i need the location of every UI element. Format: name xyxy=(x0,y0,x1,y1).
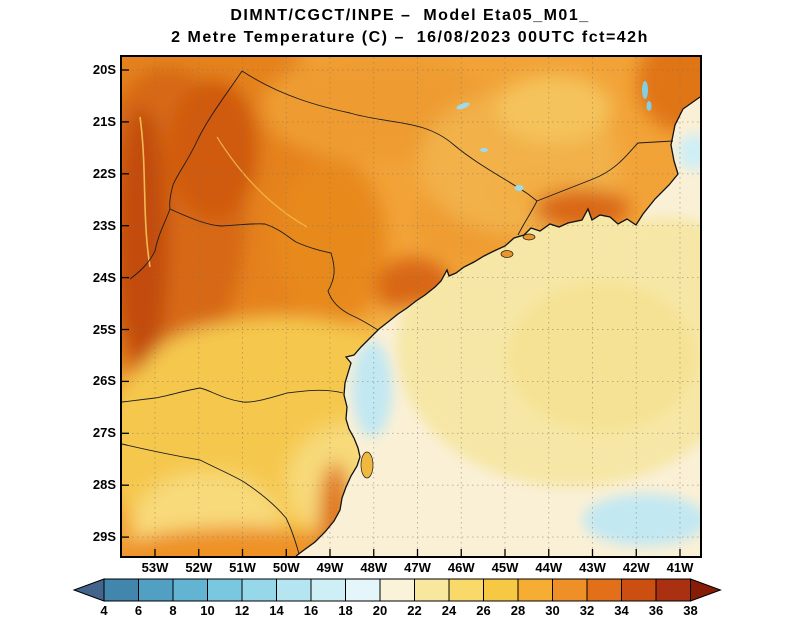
lat-label-26S: 26S xyxy=(92,373,116,389)
map-frame xyxy=(120,55,702,558)
lon-label-42W: 42W xyxy=(622,560,650,575)
colorbar-segment xyxy=(138,578,174,602)
map-title-line1: DIMNT/CGCT/INPE – Model Eta05_M01_ xyxy=(230,7,590,24)
lon-label-47W: 47W xyxy=(404,560,431,575)
lon-label-52W: 52W xyxy=(185,560,213,575)
lon-label-41W: 41W xyxy=(666,560,694,575)
colorbar-tick-label: 8 xyxy=(169,603,176,618)
axis-ticks xyxy=(122,69,681,556)
state-borders xyxy=(122,70,674,555)
colorbar-segment xyxy=(241,578,277,602)
lon-label-44W: 44W xyxy=(535,560,563,575)
lat-label-22S: 22S xyxy=(92,165,116,181)
colorbar-segment xyxy=(345,578,381,602)
colorbar-segment xyxy=(552,578,588,602)
colorbar-segment xyxy=(276,578,312,602)
colorbar-tick-label: 16 xyxy=(304,603,318,618)
colorbar-arrow-left xyxy=(72,578,105,602)
colorbar-segment xyxy=(207,578,243,602)
colorbar-tick-label: 10 xyxy=(200,603,214,618)
colorbar-segment xyxy=(586,578,622,602)
lat-label-29S: 29S xyxy=(92,529,116,545)
lon-label-51W: 51W xyxy=(229,560,256,575)
lat-label-24S: 24S xyxy=(92,269,116,285)
colorbar-segment xyxy=(655,578,691,602)
colorbar-segment xyxy=(379,578,415,602)
colorbar-tick-label: 28 xyxy=(511,603,525,618)
colorbar-tick-label: 20 xyxy=(373,603,387,618)
colorbar-tick-label: 18 xyxy=(338,603,352,618)
colorbar-segment xyxy=(103,578,139,602)
lon-label-53W: 53W xyxy=(141,560,169,575)
lat-label-21S: 21S xyxy=(92,113,116,129)
lat-label-23S: 23S xyxy=(92,217,116,233)
colorbar-tick-label: 12 xyxy=(235,603,249,618)
colorbar-tick-label: 4 xyxy=(100,603,108,618)
lakes-and-lagoons xyxy=(456,81,652,191)
lat-label-28S: 28S xyxy=(92,477,116,493)
colorbar-tick-label: 24 xyxy=(442,603,457,618)
colorbar-segment xyxy=(621,578,657,602)
colorbar-segment xyxy=(517,578,553,602)
lon-label-46W: 46W xyxy=(447,560,475,575)
ocean-temperature-blobs xyxy=(352,134,700,546)
coastline xyxy=(295,96,700,556)
lon-label-45W: 45W xyxy=(491,560,519,575)
colorbar-tick-label: 22 xyxy=(407,603,421,618)
map-title-line2: 2 Metre Temperature (C) – 16/08/2023 00U… xyxy=(171,29,649,46)
colorbar-tick-label: 14 xyxy=(269,603,284,618)
temperature-map xyxy=(122,57,700,556)
colorbar-tick-label: 34 xyxy=(614,603,629,618)
lon-label-50W: 50W xyxy=(272,560,300,575)
lat-label-20S: 20S xyxy=(92,62,116,77)
colorbar-segment xyxy=(310,578,346,602)
warm-river-valleys xyxy=(139,116,308,268)
temperature-colorbar: 4 6 8 10 12 14 16 18 20 22 24 26 28 30 32 34 36 38 xyxy=(72,578,722,618)
colorbar-tick-label: 32 xyxy=(580,603,594,618)
colorbar-tick-label: 6 xyxy=(135,603,142,618)
colorbar-segment xyxy=(483,578,519,602)
colorbar-tick-label: 26 xyxy=(476,603,490,618)
colorbar-tick-label: 38 xyxy=(683,603,697,618)
lon-label-48W: 48W xyxy=(360,560,388,575)
colorbar-segment xyxy=(448,578,484,602)
islands xyxy=(360,233,536,479)
lon-label-43W: 43W xyxy=(579,560,606,575)
colorbar-arrow-right xyxy=(690,578,722,602)
lat-label-27S: 27S xyxy=(92,425,116,441)
colorbar-segment xyxy=(414,578,450,602)
colorbar-tick-label: 36 xyxy=(649,603,663,618)
colorbar-tick-label: 30 xyxy=(545,603,559,618)
lon-label-49W: 49W xyxy=(316,560,344,575)
colorbar-segment xyxy=(172,578,208,602)
lat-label-25S: 25S xyxy=(92,321,116,337)
